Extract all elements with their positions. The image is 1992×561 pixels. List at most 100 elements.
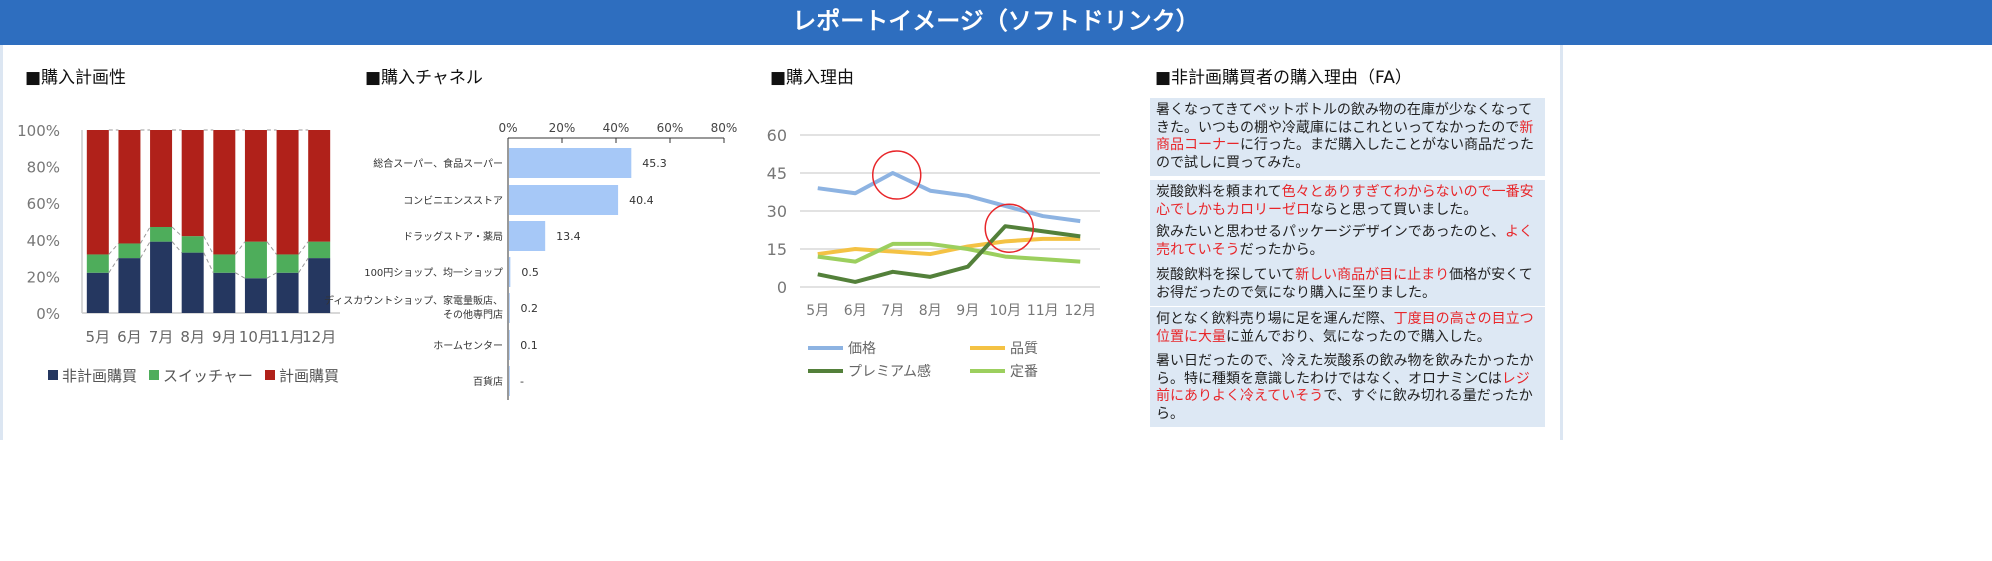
series-connector-line <box>203 235 214 255</box>
y-tick-label: 30 <box>767 202 787 221</box>
comment-text: ならと思って買いました。 <box>1310 201 1478 218</box>
series-connector-line <box>140 241 151 259</box>
highlighted-text: 丁度目の高さの目立つ位置に大量 <box>1156 311 1534 345</box>
bar-計画購買 <box>118 130 141 244</box>
bar-非計画購買 <box>276 272 299 313</box>
bar-value-label: 0.2 <box>521 302 539 315</box>
bar-value-label: 13.4 <box>556 230 581 243</box>
channel-bar <box>509 185 619 215</box>
legend-label: 計画購買 <box>279 367 339 385</box>
legend-label: スイッチャー <box>163 367 253 385</box>
comment-text: だったから。 <box>1239 241 1324 258</box>
section-title-fa: ■非計画購買者の購入理由（FA） <box>1155 68 1412 88</box>
line-定番 <box>817 241 1081 264</box>
legend-swatch <box>265 370 275 380</box>
highlight-circle <box>872 150 922 200</box>
series-connector-line <box>171 226 183 237</box>
comment-text: 何となく飲料売り場に足を運んだ際、 <box>1156 311 1394 327</box>
x-tick-label: 6月 <box>117 328 142 346</box>
comment-text: 暑い日だったので、冷えた炭酸系の飲み物を飲みたかったから。特に種類を意識したわけ… <box>1156 353 1534 387</box>
fa-comment: 暑くなってきてペットボトルの飲み物の在庫が少なくなってきた。いつもの棚や冷蔵庫に… <box>1150 98 1545 176</box>
bar-value-label: 40.4 <box>629 194 654 207</box>
series-connector-line <box>298 241 309 255</box>
x-tick-label: 12月 <box>302 328 336 346</box>
y-tick-label: 80% <box>27 159 60 177</box>
legend-label: 価格 <box>848 341 876 357</box>
series-connector-line <box>203 252 214 273</box>
y-category-label: ホームセンター <box>433 340 503 352</box>
bar-非計画購買 <box>150 241 173 313</box>
y-category-label: その他専門店 <box>443 308 503 321</box>
bar-スイッチャー <box>86 254 109 273</box>
x-tick-label: 12月 <box>1064 303 1096 319</box>
x-tick-label: 10月 <box>989 303 1021 319</box>
bar-value-label: - <box>520 375 524 388</box>
bar-スイッチャー <box>181 236 204 253</box>
y-category-label: コンビニエンスストア <box>403 195 503 207</box>
highlighted-text: 色々とありすぎてわからないので一番安心でしかもカロリーゼロ <box>1156 184 1534 218</box>
y-tick-label: 45 <box>767 164 787 183</box>
bar-非計画購買 <box>244 278 267 313</box>
series-connector-line <box>234 241 246 255</box>
comment-text: 炭酸飲料を頼まれて <box>1156 184 1282 200</box>
x-tick-label: 7月 <box>881 303 904 319</box>
x-tick-label: 20% <box>549 121 576 135</box>
bar-計画購買 <box>213 130 236 255</box>
x-tick-label: 9月 <box>956 303 979 319</box>
section-title-purchase-channel: ■購入チャネル <box>365 68 483 88</box>
bar-スイッチャー <box>213 254 236 273</box>
legend-label: 定番 <box>1010 364 1038 380</box>
channel-bar <box>509 257 511 287</box>
series-connector-line <box>235 272 246 279</box>
section-title-purchase-planning: ■購入計画性 <box>25 68 127 88</box>
bar-スイッチャー <box>276 254 299 273</box>
x-tick-label: 7月 <box>149 328 174 346</box>
highlighted-text: よく売れていそう <box>1156 224 1534 258</box>
x-tick-label: 9月 <box>212 328 237 346</box>
highlighted-text: 新商品コーナー <box>1156 119 1534 154</box>
y-tick-label: 15 <box>767 240 787 259</box>
x-tick-label: 80% <box>711 121 738 135</box>
bar-スイッチャー <box>308 241 331 259</box>
bar-value-label: 0.5 <box>521 266 539 279</box>
section-title-purchase-reason: ■購入理由 <box>770 68 855 88</box>
bar-非計画購買 <box>118 258 141 313</box>
x-tick-label: 5月 <box>806 303 829 319</box>
channel-bar <box>509 330 510 360</box>
bar-計画購買 <box>86 130 109 255</box>
x-tick-label: 60% <box>657 121 684 135</box>
y-category-label: 百貨店 <box>473 375 503 388</box>
bar-スイッチャー <box>150 226 173 242</box>
legend-label: プレミアム感 <box>848 363 931 380</box>
x-tick-label: 10月 <box>239 328 273 346</box>
comment-text: に行った。まだ購入したことがない商品だったので試しに買ってみた。 <box>1156 137 1534 171</box>
y-tick-label: 0% <box>36 305 60 323</box>
fa-comment: 何となく飲料売り場に足を運んだ際、丁度目の高さの目立つ位置に大量に並んでおり、気… <box>1150 307 1545 350</box>
x-tick-label: 11月 <box>1027 303 1059 319</box>
series-connector-line <box>266 241 277 255</box>
page-title: レポートイメージ（ソフトドリンク） <box>0 0 1992 45</box>
series-connector-line <box>298 257 309 274</box>
bar-非計画購買 <box>86 272 109 313</box>
comment-text: 暑くなってきてペットボトルの飲み物の在庫が少なくなってきた。いつもの棚や冷蔵庫に… <box>1156 102 1533 136</box>
y-tick-label: 60% <box>27 195 60 213</box>
x-tick-label: 5月 <box>86 328 111 346</box>
fa-comment: 飲みたいと思わせるパッケージデザインであったのと、よく売れていそうだったから。 <box>1150 220 1545 263</box>
x-tick-label: 8月 <box>180 328 205 346</box>
y-tick-label: 20% <box>27 268 60 286</box>
legend-label: 非計画購買 <box>62 367 137 385</box>
channel-bar <box>509 148 632 178</box>
fa-comment: 暑い日だったので、冷えた炭酸系の飲み物を飲みたかったから。特に種類を意識したわけ… <box>1150 349 1545 427</box>
y-tick-label: 40% <box>27 232 60 250</box>
y-category-label: 総合スーパー、食品スーパー <box>373 157 503 170</box>
series-connector-line <box>108 243 119 255</box>
highlighted-text: 新しい商品が目に止まり <box>1295 267 1450 283</box>
series-connector-line <box>266 272 277 279</box>
y-tick-label: 100% <box>17 122 60 140</box>
y-category-label: ドラッグストア・薬局 <box>403 230 503 243</box>
y-category-label: 100円ショップ、均一ショップ <box>364 267 503 279</box>
series-connector-line <box>140 226 151 244</box>
channel-bar <box>509 221 546 251</box>
report-frame <box>0 45 1563 440</box>
bar-計画購買 <box>308 130 331 242</box>
